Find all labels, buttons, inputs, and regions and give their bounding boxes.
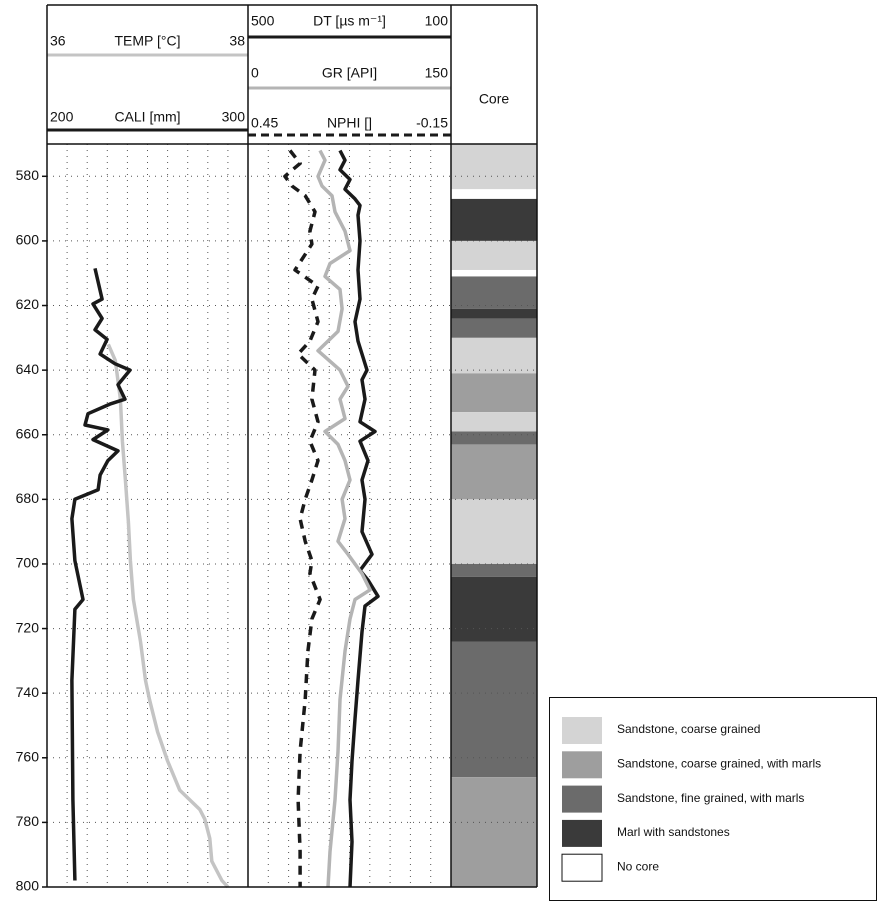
legend-label: No core (617, 859, 659, 873)
core-interval (451, 308, 537, 319)
core-interval (451, 576, 537, 642)
log-curve (338, 149, 380, 888)
y-tick-label: 800 (16, 878, 40, 894)
legend-swatch (562, 717, 602, 744)
core-interval (451, 563, 537, 577)
log-curve (316, 149, 372, 888)
core-interval (451, 444, 537, 500)
core-interval (451, 431, 537, 445)
header-max: 150 (425, 65, 449, 81)
legend-label: Marl with sandstones (617, 825, 730, 839)
header-name: TEMP [°C] (114, 33, 180, 49)
core-interval (451, 499, 537, 564)
legend-box (549, 697, 877, 901)
y-tick-label: 760 (16, 748, 40, 764)
core-interval (451, 318, 537, 338)
y-tick-label: 640 (16, 361, 40, 377)
core-interval (451, 373, 537, 413)
legend-label: Sandstone, fine grained, with marls (617, 791, 804, 805)
y-tick-label: 580 (16, 167, 40, 183)
header-max: 100 (425, 13, 449, 29)
core-interval (451, 641, 537, 778)
header-min: 500 (251, 13, 275, 29)
y-tick-label: 780 (16, 813, 40, 829)
header-name: DT [µs m⁻¹] (313, 13, 386, 29)
y-tick-label: 700 (16, 555, 40, 571)
core-interval (451, 269, 537, 277)
core-interval (451, 412, 537, 432)
header-name: NPHI [] (327, 115, 372, 131)
y-tick-label: 600 (16, 232, 40, 248)
core-interval (451, 189, 537, 199)
header-min: 0 (251, 65, 259, 81)
log-curve (106, 343, 230, 889)
header-min: 36 (50, 33, 66, 49)
log-curve (70, 268, 132, 881)
core-interval (451, 240, 537, 270)
header-name: CALI [mm] (114, 109, 180, 125)
legend-swatch (562, 785, 602, 813)
y-tick-label: 680 (16, 490, 40, 506)
y-tick-label: 720 (16, 619, 40, 635)
y-tick-label: 660 (16, 425, 40, 441)
y-tick-label: 740 (16, 684, 40, 700)
header-name: GR [API] (322, 65, 377, 81)
header-min: 200 (50, 109, 74, 125)
legend-label: Sandstone, coarse grained (617, 722, 760, 736)
header-min: 0.45 (251, 115, 278, 131)
core-interval (451, 198, 537, 241)
header-max: 300 (222, 109, 246, 125)
header-max: -0.15 (416, 115, 448, 131)
header-max: 38 (229, 33, 245, 49)
legend-swatch (562, 751, 602, 779)
legend-swatch (562, 819, 602, 847)
core-interval (451, 777, 537, 887)
y-tick-label: 620 (16, 296, 40, 312)
core-title: Core (479, 91, 510, 107)
legend-swatch (561, 853, 603, 882)
core-interval (451, 276, 537, 309)
log-curve (283, 149, 322, 887)
legend: Sandstone, coarse grained Sandstone, coar… (549, 697, 877, 901)
core-interval (451, 337, 537, 374)
core-interval (451, 144, 537, 190)
legend-label: Sandstone, coarse grained, with marls (617, 756, 821, 770)
